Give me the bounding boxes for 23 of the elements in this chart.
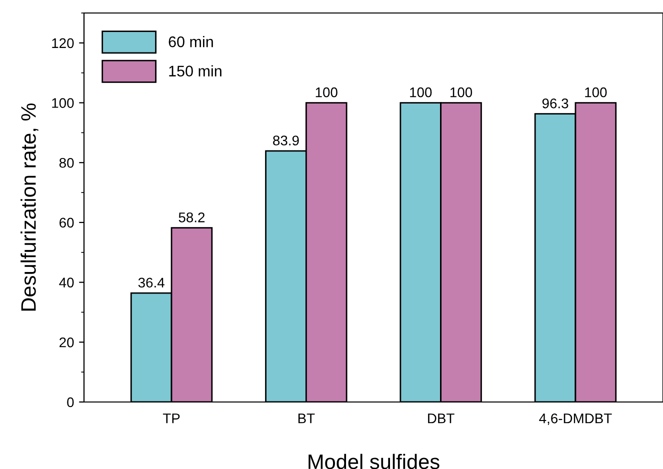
data-label: 36.4 — [138, 278, 164, 288]
data-label: 58.2 — [178, 212, 205, 222]
data-label: 100 — [585, 87, 607, 98]
legend-label: 150 min — [169, 65, 222, 76]
data-label: 100 — [450, 87, 472, 98]
x-tick-label: DBT — [428, 414, 454, 424]
y-tick-label: 0 — [67, 397, 74, 408]
x-tick-label: TP — [162, 414, 180, 424]
x-tick-label: BT — [298, 414, 315, 424]
data-label: 100 — [410, 87, 432, 98]
y-tick-label: 100 — [52, 98, 74, 108]
x-tick-label: 4,6-DMDBT — [539, 413, 612, 425]
y-tick-label: 120 — [52, 38, 74, 48]
data-label: 96.3 — [542, 98, 568, 108]
data-label: 100 — [316, 87, 338, 98]
y-tick-label: 60 — [60, 218, 74, 228]
y-tick-label: 20 — [60, 337, 74, 348]
y-tick-label: 40 — [59, 278, 74, 288]
y-tick-label: 80 — [59, 158, 74, 168]
data-label: 83.9 — [273, 136, 299, 146]
y-axis-title: Desulfurization rate, % — [20, 103, 38, 311]
x-axis-title: Model sulfides — [308, 454, 440, 469]
legend-label: 60 min — [168, 36, 213, 48]
